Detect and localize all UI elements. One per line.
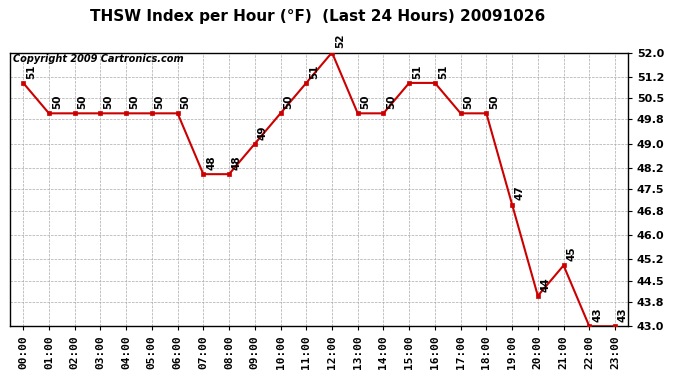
Text: 51: 51 xyxy=(309,64,319,79)
Text: 50: 50 xyxy=(155,94,165,109)
Text: 49: 49 xyxy=(257,125,268,140)
Text: 50: 50 xyxy=(104,94,113,109)
Text: 50: 50 xyxy=(180,94,190,109)
Text: 47: 47 xyxy=(515,186,525,200)
Text: 50: 50 xyxy=(129,94,139,109)
Text: 50: 50 xyxy=(464,94,473,109)
Text: 48: 48 xyxy=(232,155,241,170)
Text: 43: 43 xyxy=(592,308,602,322)
Text: 50: 50 xyxy=(77,94,88,109)
Text: 48: 48 xyxy=(206,155,216,170)
Text: 50: 50 xyxy=(386,94,396,109)
Text: 51: 51 xyxy=(26,64,36,79)
Text: 52: 52 xyxy=(335,34,345,48)
Text: 50: 50 xyxy=(52,94,61,109)
Text: 43: 43 xyxy=(618,308,628,322)
Text: 51: 51 xyxy=(412,64,422,79)
Text: THSW Index per Hour (°F)  (Last 24 Hours) 20091026: THSW Index per Hour (°F) (Last 24 Hours)… xyxy=(90,9,545,24)
Text: 50: 50 xyxy=(284,94,293,109)
Text: 45: 45 xyxy=(566,247,576,261)
Text: 50: 50 xyxy=(360,94,371,109)
Text: 44: 44 xyxy=(541,277,551,292)
Text: 50: 50 xyxy=(489,94,499,109)
Text: 51: 51 xyxy=(437,64,448,79)
Text: Copyright 2009 Cartronics.com: Copyright 2009 Cartronics.com xyxy=(13,54,184,64)
